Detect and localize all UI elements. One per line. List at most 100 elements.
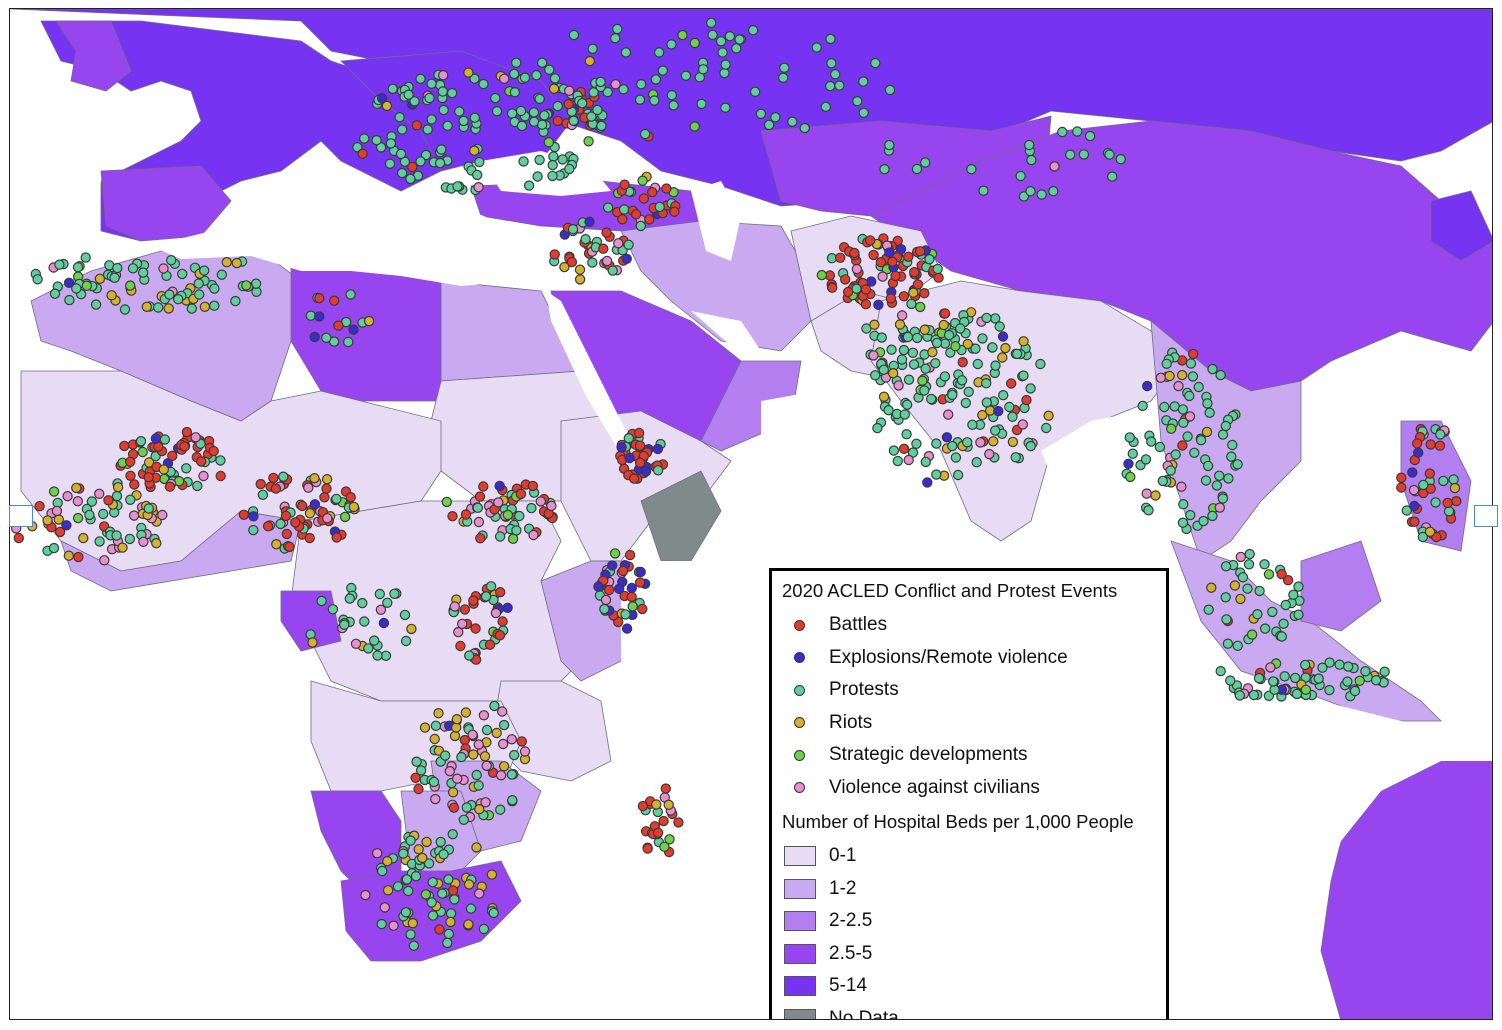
event-marker <box>957 357 968 368</box>
legend-event-dot <box>794 717 805 729</box>
event-marker <box>473 739 484 750</box>
event-marker <box>564 163 575 175</box>
event-marker <box>607 265 618 276</box>
event-marker <box>616 442 627 453</box>
event-marker <box>484 639 496 650</box>
legend-beds-label: 0-1 <box>829 845 857 867</box>
region-iran-iraq <box>620 220 812 352</box>
event-marker <box>971 457 982 468</box>
event-marker <box>515 488 527 500</box>
event-marker <box>389 588 400 600</box>
event-marker <box>724 31 736 42</box>
event-marker <box>262 521 274 532</box>
event-marker <box>1200 475 1212 486</box>
event-marker <box>164 481 176 492</box>
event-marker <box>919 324 931 335</box>
event-marker <box>94 273 106 284</box>
event-marker <box>519 746 531 757</box>
event-marker <box>480 797 491 808</box>
event-marker <box>981 378 992 389</box>
event-marker <box>919 385 930 396</box>
event-marker <box>1204 407 1215 418</box>
event-marker <box>502 509 514 521</box>
event-marker <box>649 95 660 106</box>
event-marker <box>473 780 484 791</box>
event-marker <box>532 171 543 182</box>
event-marker <box>1407 467 1418 478</box>
event-marker <box>636 78 647 90</box>
event-marker <box>747 25 759 36</box>
event-marker <box>990 360 1001 371</box>
event-marker <box>770 112 781 123</box>
event-marker <box>193 278 204 289</box>
event-marker <box>1401 505 1413 516</box>
event-marker <box>898 443 910 454</box>
event-marker <box>490 92 501 104</box>
event-marker <box>930 358 941 369</box>
event-marker <box>405 835 416 846</box>
event-marker <box>673 817 684 828</box>
event-marker <box>1025 440 1036 452</box>
event-marker <box>468 595 479 606</box>
event-marker <box>490 607 502 619</box>
event-marker <box>165 255 177 266</box>
event-marker <box>485 581 497 592</box>
map-canvas[interactable] <box>10 9 1493 1020</box>
event-marker <box>650 74 662 85</box>
event-marker <box>1424 526 1436 538</box>
event-marker <box>491 105 503 117</box>
event-marker <box>413 844 424 855</box>
event-marker <box>868 350 879 361</box>
event-marker <box>717 47 728 58</box>
event-marker <box>642 843 653 854</box>
event-marker <box>609 548 621 559</box>
event-marker <box>868 249 879 261</box>
event-marker <box>406 623 417 635</box>
event-marker <box>415 156 426 167</box>
event-marker <box>919 288 930 299</box>
event-marker <box>478 78 489 90</box>
event-marker <box>1185 358 1197 369</box>
event-marker <box>339 619 350 631</box>
event-marker <box>125 494 136 505</box>
legend-event-label: Explosions/Remote violence <box>829 646 1068 668</box>
event-marker <box>825 33 836 45</box>
event-marker <box>1252 609 1263 620</box>
event-marker <box>653 47 665 58</box>
event-marker <box>749 86 761 98</box>
legend-events-list: Battles Explosions/Remote violence Protest… <box>782 609 1166 804</box>
event-marker <box>1140 454 1152 465</box>
event-marker <box>967 419 978 430</box>
event-marker <box>1015 170 1026 182</box>
event-marker <box>707 29 718 40</box>
event-marker <box>1025 383 1036 394</box>
left-edge-handle[interactable] <box>9 505 33 527</box>
event-marker <box>109 272 120 283</box>
event-marker <box>331 493 342 505</box>
event-marker <box>426 78 437 90</box>
event-marker <box>1178 417 1189 428</box>
event-marker <box>851 263 863 275</box>
event-marker <box>372 650 383 661</box>
event-marker <box>511 57 522 69</box>
right-edge-handle[interactable] <box>1474 505 1498 527</box>
event-marker <box>552 115 563 127</box>
event-marker <box>1220 420 1232 432</box>
region-japan-korea <box>1430 190 1492 262</box>
event-marker <box>1243 559 1255 570</box>
event-marker <box>72 496 84 507</box>
event-marker <box>1379 666 1390 677</box>
event-marker <box>369 635 380 646</box>
event-marker <box>939 371 951 382</box>
event-marker <box>458 814 469 826</box>
event-marker <box>763 119 775 131</box>
event-marker <box>1291 688 1303 700</box>
event-marker <box>920 157 931 168</box>
event-marker <box>124 533 136 545</box>
event-marker <box>892 455 904 467</box>
event-marker <box>1279 671 1290 682</box>
event-marker <box>1115 153 1126 165</box>
event-marker <box>1289 672 1301 684</box>
event-marker <box>48 486 60 497</box>
event-marker <box>396 167 408 179</box>
